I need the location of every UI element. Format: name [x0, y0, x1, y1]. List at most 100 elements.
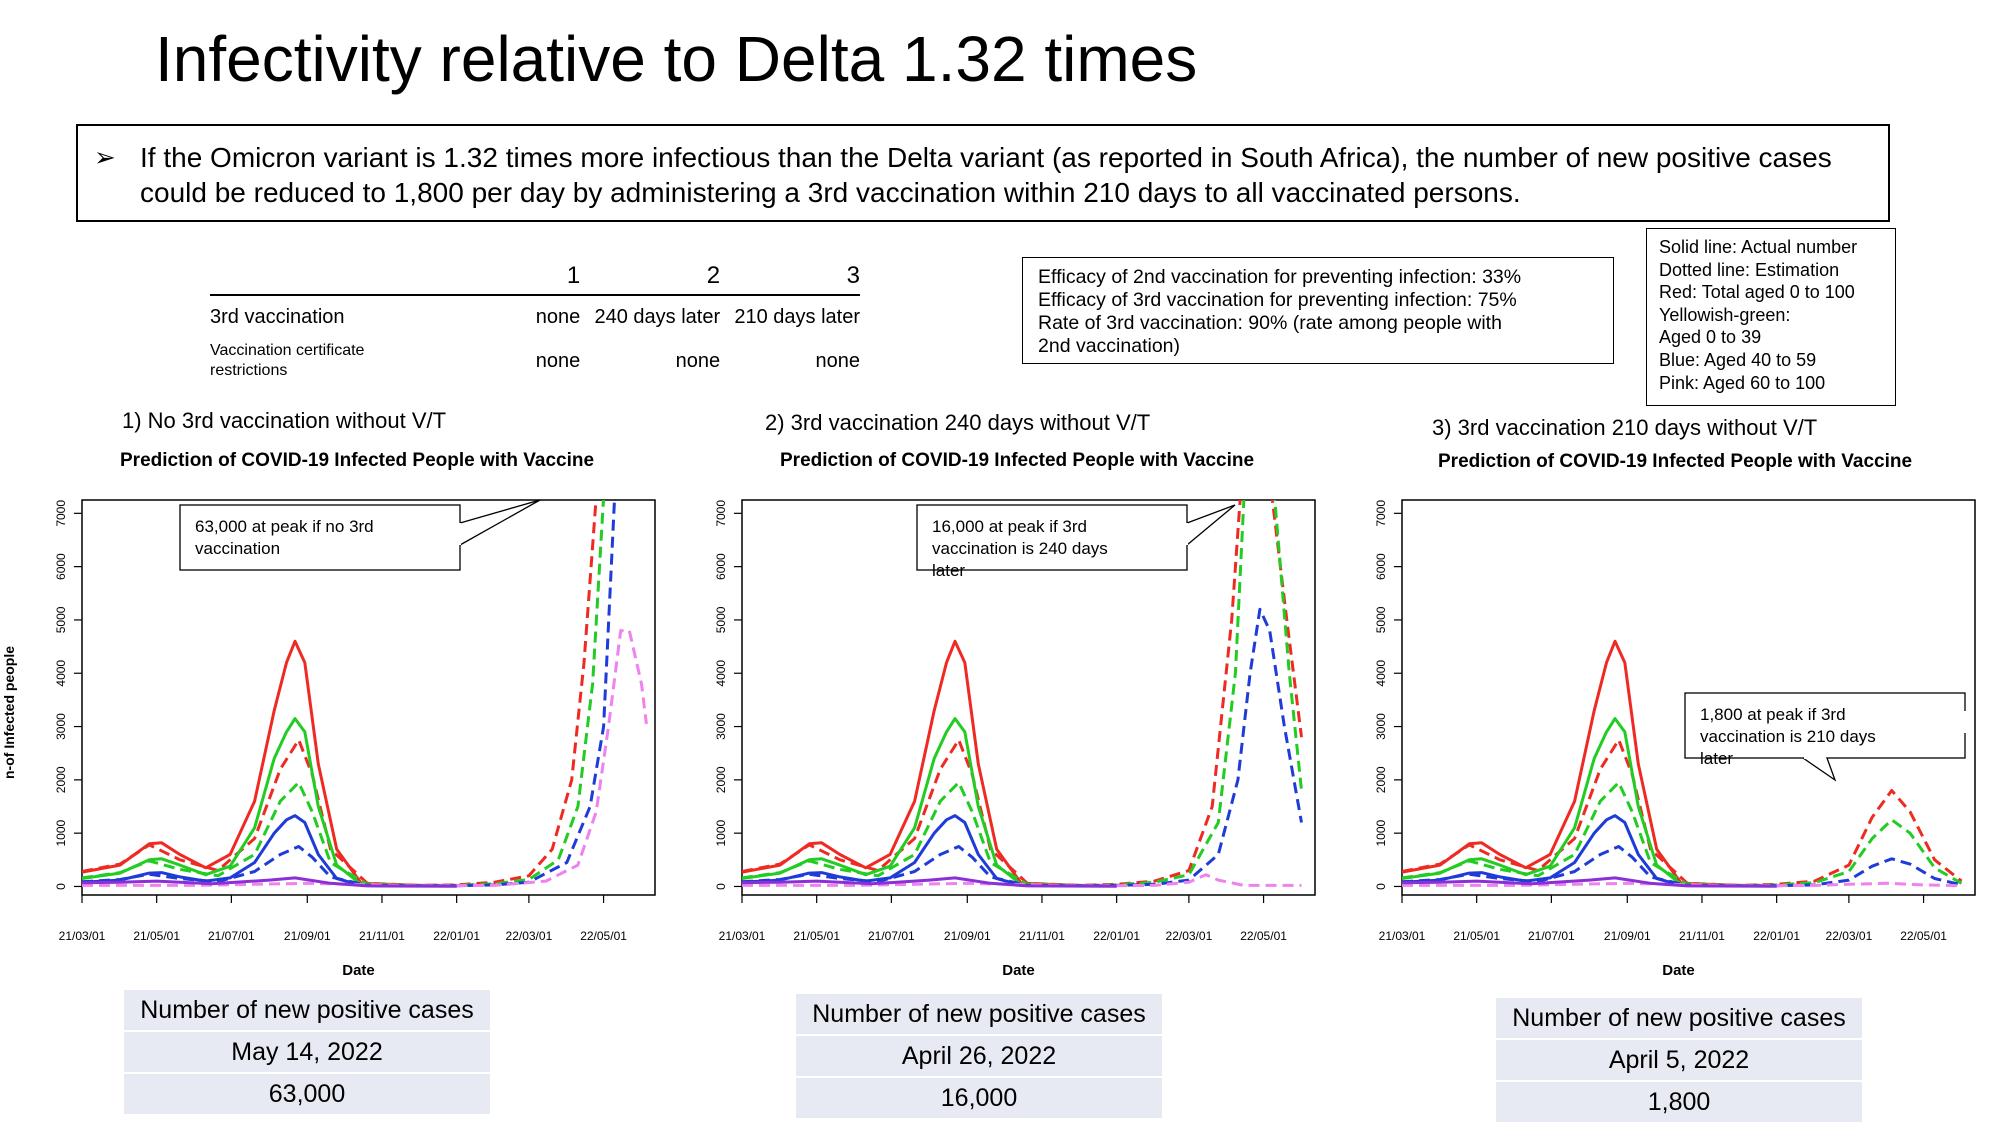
x-tick-label: 21/09/01 [1604, 929, 1651, 943]
x-tick-label: 22/01/01 [1753, 929, 1800, 943]
series-group [82, 500, 648, 888]
callout-box [179, 504, 461, 571]
parameters-box: Efficacy of 2nd vaccination for preventi… [1022, 257, 1614, 364]
series-group [1402, 639, 1963, 888]
comparison-row-label: 3rd vaccination [210, 306, 345, 328]
comparison-cell: none [815, 349, 861, 372]
summary-box: ➢ If the Omicron variant is 1.32 times m… [76, 124, 1890, 222]
callout-line: 1,800 at peak if 3rd [1700, 705, 1846, 724]
comparison-col-1: 1 [487, 262, 581, 296]
x-tick-label: 21/11/01 [359, 929, 405, 943]
plot-frame [81, 499, 656, 896]
y-tick-label: 3000 [54, 713, 68, 740]
chart-panel-3: 0 1000 2000 3000 4000 5000 6000 7000 21/03/01 21/… [1320, 495, 1988, 1005]
legend-line: Solid line: Actual number [1659, 237, 1858, 257]
panel-3-label: 3) 3rd vaccination 210 days without V/T [1432, 415, 1818, 440]
param-line: 2nd vaccination) [1038, 335, 1181, 357]
series-line-blue-dashed [1402, 845, 1962, 888]
comparison-col-3: 3 [720, 262, 860, 296]
y-tick-label: 5000 [714, 606, 728, 633]
callout-text: 63,000 at peak if no 3rd vaccination [195, 517, 374, 558]
y-tick-label: 5000 [54, 606, 68, 633]
callout-line: 16,000 at peak if 3rd [932, 517, 1087, 536]
legend-line: Blue: Aged 40 to 59 [1659, 349, 1817, 370]
comparison-header-blank [210, 262, 488, 296]
comparison-table: 1 2 3 3rd vaccination none 240 days late… [210, 262, 860, 381]
x-tick-label: 21/03/01 [1379, 929, 1426, 943]
series-line-blue-solid [82, 814, 457, 888]
panel-3-title: Prediction of COVID-19 Infected People w… [1438, 451, 1913, 472]
legend-line: Aged 0 to 39 [1659, 327, 1762, 348]
y-tick-label: 1000 [54, 819, 68, 846]
x-tick-label: 21/11/01 [1679, 929, 1725, 943]
x-tick-label: 22/03/01 [1826, 929, 1873, 943]
info-header: Number of new positive cases [1496, 998, 1862, 1038]
series-line-green-dashed [1402, 781, 1963, 888]
legend-line: Red: Total aged 0 to 100 [1659, 282, 1855, 303]
x-tick-label: 22/03/01 [506, 929, 553, 943]
series-line-green-solid [82, 717, 457, 888]
y-tick-label: 1000 [714, 819, 728, 846]
y-axis-label: n-of Infected people [1, 646, 17, 779]
series-line-red-solid [82, 639, 457, 887]
info-date: April 26, 2022 [796, 1036, 1162, 1076]
series-line-red-solid [1402, 639, 1777, 887]
info-date: April 5, 2022 [1496, 1040, 1862, 1080]
y-tick-label: 0 [54, 883, 68, 890]
x-tick-label: 21/03/01 [59, 929, 106, 943]
info-value: 63,000 [124, 1074, 490, 1114]
callout-text: 1,800 at peak if 3rd vaccination is 210 d… [1700, 705, 1876, 768]
y-tick-label: 7000 [714, 500, 728, 527]
legend-line: Dotted line: Estimation [1659, 259, 1840, 280]
y-tick-label: 0 [714, 883, 728, 890]
callout-line: vaccination is 240 days [932, 539, 1108, 558]
info-header: Number of new positive cases [124, 990, 490, 1030]
y-tick-label: 3000 [714, 713, 728, 740]
callout-line: 63,000 at peak if no 3rd [195, 517, 374, 536]
comparison-row-label: Vaccination certificate restrictions [210, 342, 365, 379]
legend-line: Yellowish-green: [1659, 304, 1791, 325]
y-tick-label: 7000 [1374, 500, 1388, 527]
y-tick-label: 2000 [1374, 766, 1388, 793]
x-tick-label: 21/03/01 [719, 929, 766, 943]
y-tick-label: 6000 [1374, 553, 1388, 580]
info-table-1: Number of new positive cases May 14, 202… [124, 990, 490, 1116]
x-tick-label: 22/05/01 [580, 929, 627, 943]
x-tick-label: 21/11/01 [1019, 929, 1065, 943]
comparison-cell: none [535, 306, 581, 328]
x-tick-label: 21/05/01 [793, 929, 840, 943]
series-line-blue-solid [1402, 814, 1777, 888]
legend-line: Pink: Aged 60 to 100 [1659, 372, 1826, 393]
comparison-cell: 210 days later [734, 306, 860, 328]
callout-pointer [1802, 757, 1837, 782]
x-axis-label: Date [1662, 962, 1695, 979]
info-table-3: Number of new positive cases April 5, 20… [1496, 998, 1862, 1124]
series-line-pink-dashed [82, 629, 648, 888]
callout-line: later [932, 561, 965, 580]
y-tick-label: 4000 [54, 660, 68, 687]
plot-frame [741, 499, 1316, 896]
callout-box [1684, 692, 1966, 759]
panel-2-title: Prediction of COVID-19 Infected People w… [780, 450, 1255, 471]
series-line-green-solid [742, 717, 1117, 888]
param-line: Rate of 3rd vaccination: 90% (rate among… [1038, 312, 1502, 334]
comparison-cell: none [675, 349, 721, 372]
callout-pointer [1186, 504, 1236, 546]
y-tick-label: 7000 [54, 500, 68, 527]
callout-line: later [1700, 749, 1733, 768]
callout-line: vaccination [195, 539, 280, 558]
chart-3-svg: 0 1000 2000 3000 4000 5000 6000 7000 21/03/01 21/… [1374, 499, 1976, 979]
comparison-col-2: 2 [580, 262, 721, 296]
info-value: 16,000 [796, 1078, 1162, 1118]
callout-pointer [459, 499, 541, 546]
panel-2-label: 2) 3rd vaccination 240 days without V/T [765, 410, 1151, 435]
x-axis-label: Date [1002, 962, 1035, 979]
x-tick-label: 21/07/01 [1528, 929, 1575, 943]
comparison-header-row: 1 2 3 [210, 262, 860, 296]
x-tick-label: 21/05/01 [133, 929, 180, 943]
y-tick-label: 5000 [1374, 606, 1388, 633]
callout-text: 16,000 at peak if 3rd vaccination is 240 … [932, 517, 1108, 580]
page-title: Infectivity relative to Delta 1.32 times [155, 23, 1198, 95]
comparison-cell: 240 days later [594, 306, 721, 328]
series-line-red-solid [742, 639, 1117, 887]
